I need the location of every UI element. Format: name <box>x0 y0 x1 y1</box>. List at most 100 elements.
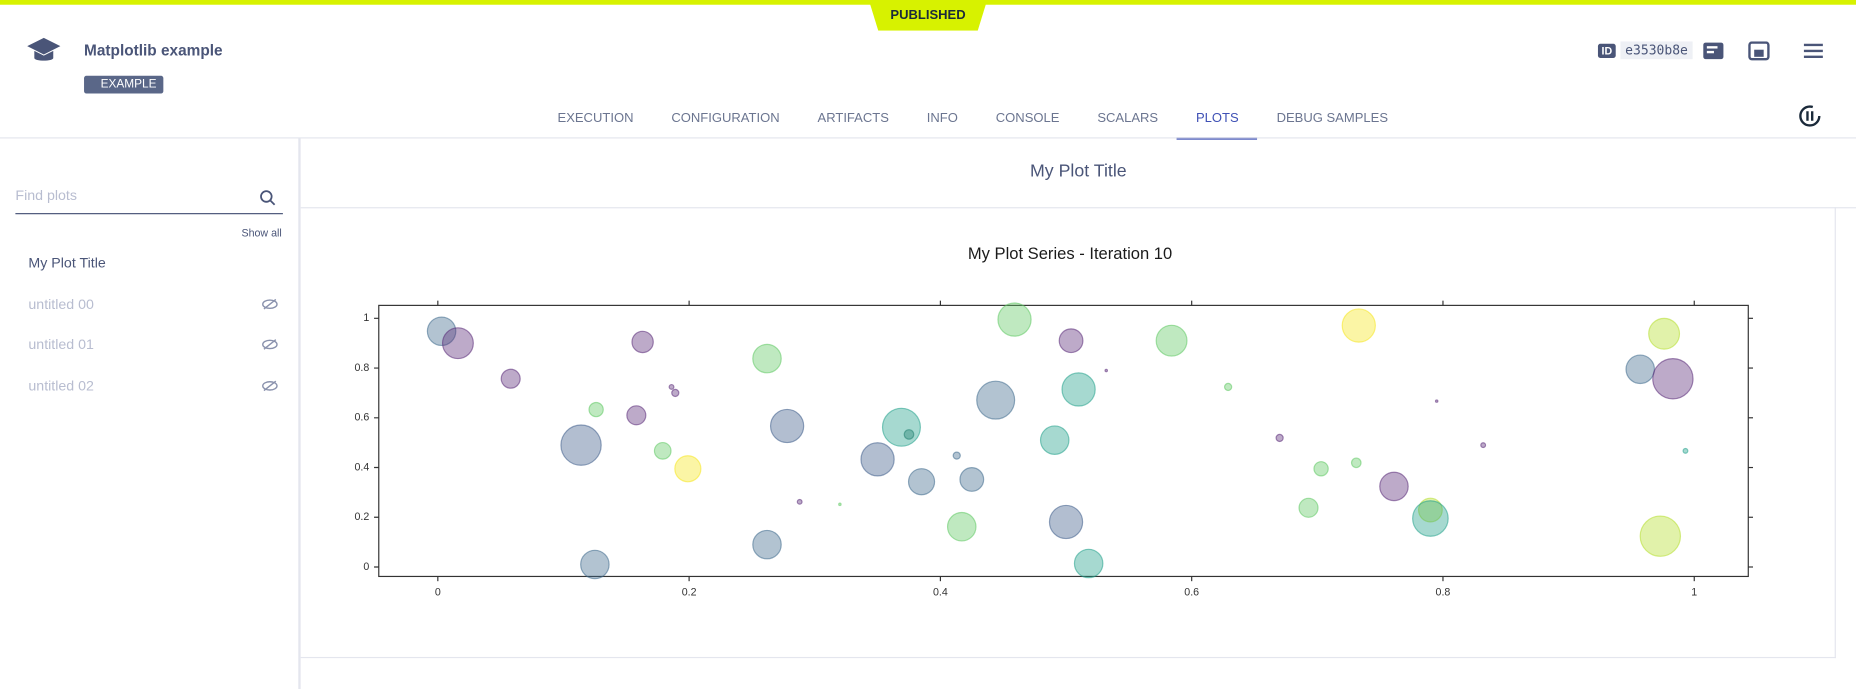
bubble <box>1341 308 1376 343</box>
bubble <box>1061 372 1096 407</box>
hidden-icon[interactable] <box>262 339 279 351</box>
tag[interactable]: EXAMPLE <box>84 75 164 94</box>
tab[interactable]: INFO <box>926 111 958 126</box>
divider <box>0 137 1856 139</box>
tab[interactable]: ARTIFACTS <box>817 111 889 126</box>
bubble <box>1625 354 1656 385</box>
y-tick-label: 0.4 <box>355 461 370 473</box>
bubble <box>796 498 803 505</box>
x-tick-label: 0.6 <box>1184 586 1199 598</box>
plot-card: My Plot Series - Iteration 10 0 0.2 0.4 0.6… <box>300 207 1836 659</box>
hidden-icon[interactable] <box>262 380 279 392</box>
bubble <box>1039 425 1070 455</box>
bubble <box>500 368 521 389</box>
search-input[interactable]: Find plots <box>15 187 283 215</box>
bubble <box>1048 504 1084 540</box>
sidebar <box>0 138 301 689</box>
bubble <box>1313 461 1329 477</box>
tab[interactable]: SCALARS <box>1097 111 1159 126</box>
y-tick-label: 0.6 <box>355 412 370 424</box>
bubble <box>881 407 921 447</box>
tab[interactable]: DEBUG SAMPLES <box>1276 111 1389 126</box>
bubble <box>631 330 654 354</box>
bubble <box>1648 317 1681 350</box>
tab-bar: EXECUTION CONFIGURATION ARTIFACTS INFO CONSO… <box>539 102 1407 140</box>
chart: My Plot Series - Iteration 10 0 0.2 0.4 0.6… <box>355 244 1754 598</box>
y-tick-label: 0 <box>363 561 369 573</box>
x-tick-label: 0 <box>435 586 441 598</box>
bubble <box>946 511 977 542</box>
bubble <box>1652 358 1694 400</box>
bubble <box>752 529 782 560</box>
plot-item[interactable]: My Plot Title <box>28 254 106 272</box>
bubble <box>860 442 895 477</box>
bubble <box>668 383 675 390</box>
bubble <box>903 429 915 440</box>
bubble <box>1350 457 1362 469</box>
logo-icon <box>27 37 61 61</box>
bubble <box>959 467 985 492</box>
x-tick-label: 0.2 <box>682 586 697 598</box>
bubble <box>907 468 936 496</box>
bubble <box>1379 471 1409 502</box>
toolbar-icons[interactable] <box>1702 41 1832 62</box>
search-placeholder: Find plots <box>15 187 77 204</box>
x-tick-label: 0.8 <box>1436 586 1451 598</box>
tab[interactable]: PLOTS <box>1177 102 1258 140</box>
bubble <box>653 441 672 460</box>
bubble <box>769 408 805 444</box>
x-tick-label: 1 <box>1691 586 1697 598</box>
plot-area <box>378 304 1749 578</box>
bubble <box>441 327 474 360</box>
bubble <box>1223 382 1233 392</box>
refresh-icon[interactable] <box>1798 104 1822 128</box>
bubble <box>997 302 1032 337</box>
bubble <box>1412 500 1449 537</box>
bubble <box>588 401 604 418</box>
plot-item[interactable]: untitled 01 <box>28 337 278 353</box>
bubble <box>560 424 602 466</box>
bubble <box>1417 497 1443 523</box>
bubble <box>1480 442 1487 449</box>
search-icon <box>260 190 276 206</box>
bubble <box>671 388 680 398</box>
section-title: My Plot Title <box>300 138 1856 209</box>
y-tick-label: 0.2 <box>355 511 370 523</box>
bubble <box>1155 324 1188 357</box>
plot-item[interactable]: untitled 02 <box>28 378 278 394</box>
bubble <box>1298 497 1319 518</box>
id-box[interactable]: ID e3530b8e <box>1597 41 1693 60</box>
id-value: e3530b8e <box>1620 41 1693 60</box>
bubble <box>426 316 457 347</box>
bubble <box>1434 399 1439 403</box>
bubble <box>1104 368 1109 373</box>
bubble <box>838 502 842 507</box>
chart-title: My Plot Series - Iteration 10 <box>968 244 1172 263</box>
bubble <box>674 455 702 483</box>
status-badge: PUBLISHED <box>868 0 988 31</box>
bubble <box>752 343 782 374</box>
bubble <box>1639 515 1682 557</box>
id-label: ID <box>1597 43 1616 58</box>
bubble <box>1682 447 1689 454</box>
bubble <box>580 549 610 580</box>
x-tick-label: 0.4 <box>933 586 948 598</box>
tab[interactable]: EXECUTION <box>557 111 634 126</box>
bubble <box>1275 433 1284 443</box>
y-tick-label: 1 <box>363 312 369 324</box>
tab[interactable]: CONFIGURATION <box>671 111 780 126</box>
bubble <box>626 405 647 426</box>
bubble <box>1073 548 1104 579</box>
task-title: Matplotlib example <box>84 41 223 60</box>
bubble <box>952 451 961 460</box>
bubble <box>976 380 1016 420</box>
y-tick-label: 0.8 <box>355 362 370 374</box>
bubble <box>1058 328 1084 354</box>
tab[interactable]: CONSOLE <box>995 111 1060 126</box>
plot-item[interactable]: untitled 00 <box>28 296 278 312</box>
hidden-icon[interactable] <box>262 298 279 310</box>
show-all[interactable]: Show all <box>241 227 282 240</box>
